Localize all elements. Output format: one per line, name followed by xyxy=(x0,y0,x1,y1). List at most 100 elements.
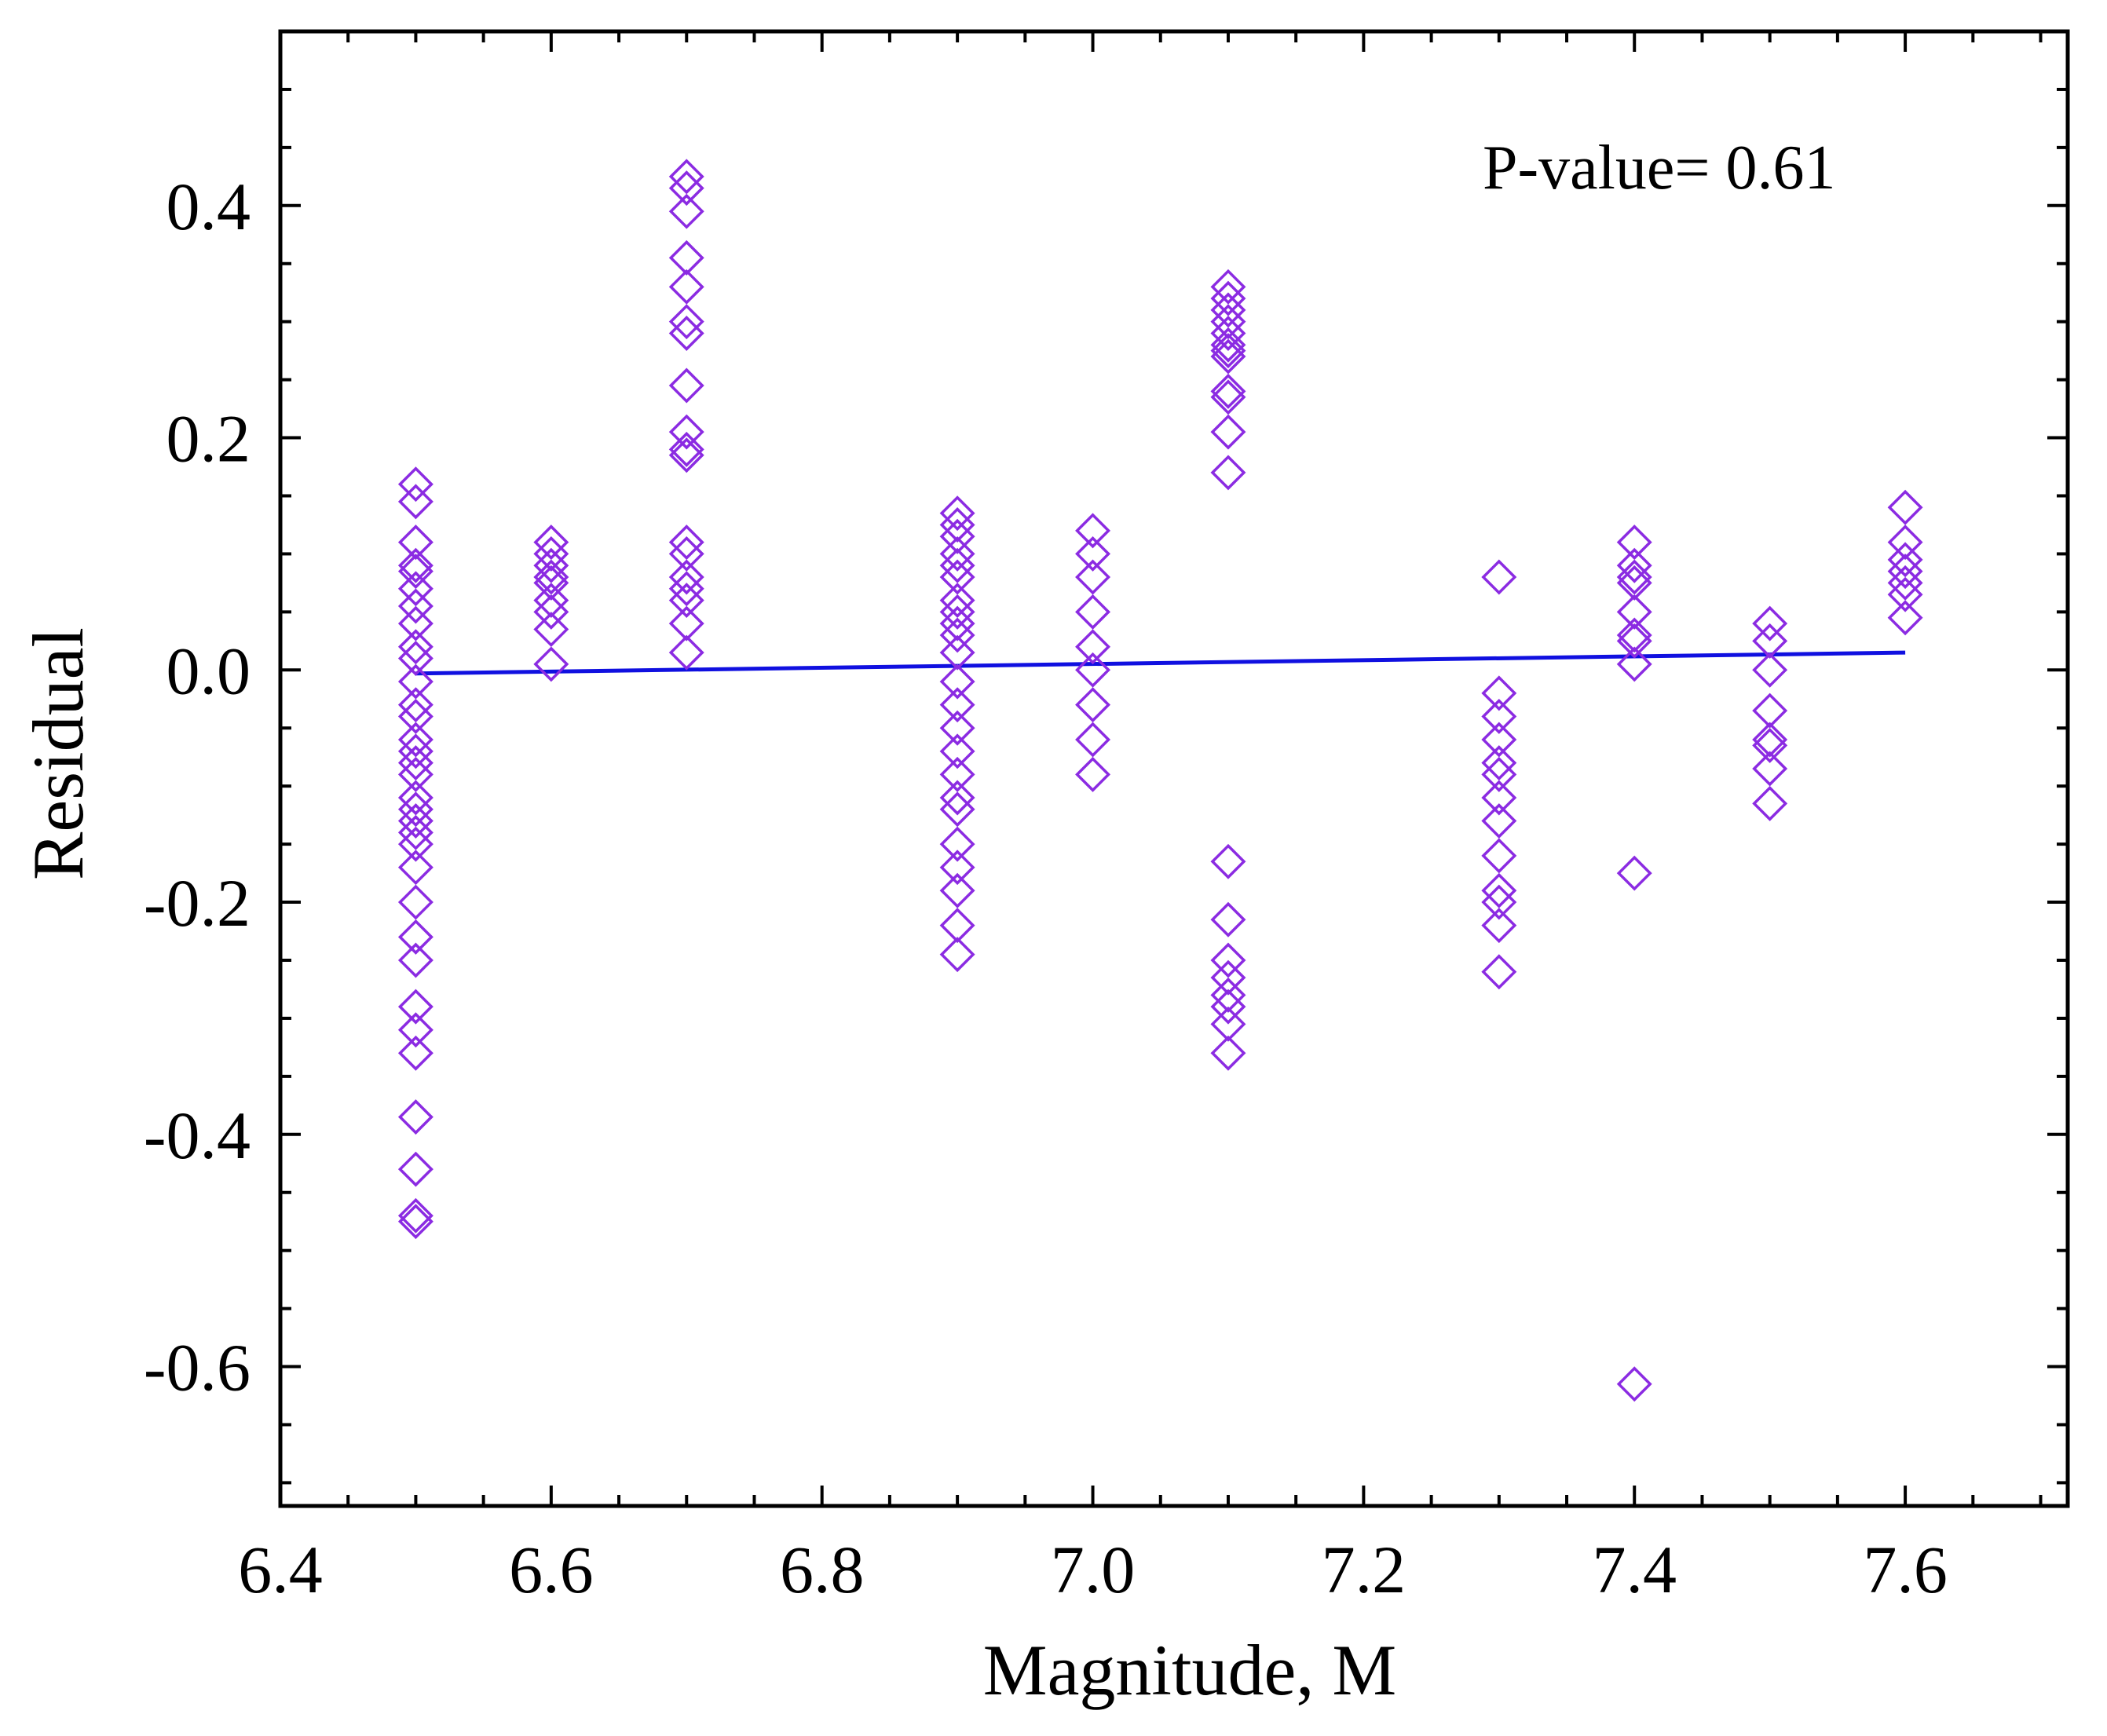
data-point xyxy=(533,612,569,648)
data-point xyxy=(668,524,704,561)
data-point xyxy=(1210,338,1246,375)
data-point xyxy=(1210,959,1246,996)
data-point xyxy=(1481,559,1517,595)
y-tick-label: -0.4 xyxy=(144,1098,251,1173)
points-group xyxy=(397,159,1923,1402)
data-point xyxy=(1210,327,1246,363)
data-point xyxy=(397,629,433,665)
data-point xyxy=(1616,565,1652,601)
y-tick-label: 0.2 xyxy=(166,401,251,477)
data-point xyxy=(397,780,433,816)
data-point xyxy=(533,524,569,561)
data-point xyxy=(397,989,433,1025)
data-point xyxy=(1616,646,1652,682)
data-point xyxy=(1752,693,1788,729)
data-point xyxy=(397,588,433,624)
y-tick-label: -0.2 xyxy=(144,865,251,941)
data-point xyxy=(397,524,433,561)
data-point xyxy=(1481,908,1517,944)
p-value-annotation: P-value= 0.61 xyxy=(1483,133,1836,203)
data-point xyxy=(1481,803,1517,839)
data-point xyxy=(397,663,433,700)
data-point xyxy=(1075,687,1111,723)
data-point xyxy=(397,803,433,839)
data-point xyxy=(1210,942,1246,978)
data-point xyxy=(397,745,433,781)
data-point xyxy=(1481,698,1517,734)
data-point xyxy=(939,872,975,908)
axes-group xyxy=(278,29,2070,1508)
data-point xyxy=(1887,542,1923,578)
data-point xyxy=(668,414,704,450)
data-point xyxy=(939,506,975,543)
x-tick-label: 7.4 xyxy=(1592,1532,1677,1607)
data-point xyxy=(533,535,569,572)
data-point xyxy=(1210,414,1246,450)
x-tick-label: 6.6 xyxy=(509,1532,594,1607)
data-point xyxy=(397,850,433,886)
plot-frame xyxy=(278,29,2070,1508)
x-tick-label: 7.6 xyxy=(1863,1532,1948,1607)
data-point xyxy=(1210,379,1246,415)
data-point xyxy=(397,484,433,520)
y-axis-title: Residual xyxy=(18,627,98,880)
data-point xyxy=(397,1035,433,1071)
data-point xyxy=(1752,652,1788,688)
data-point xyxy=(1887,600,1923,636)
data-point xyxy=(1075,559,1111,595)
data-point xyxy=(1481,780,1517,816)
fit-line-group xyxy=(415,650,1906,676)
data-point xyxy=(1616,524,1652,561)
data-point xyxy=(1075,629,1111,665)
data-point xyxy=(939,605,975,641)
data-point xyxy=(1752,785,1788,821)
data-point xyxy=(533,547,569,583)
x-tick-label: 7.0 xyxy=(1051,1532,1136,1607)
data-point xyxy=(1210,315,1246,351)
data-point xyxy=(939,634,975,671)
data-point xyxy=(1210,269,1246,305)
data-point xyxy=(397,1151,433,1187)
data-point xyxy=(1752,623,1788,659)
data-point xyxy=(1210,843,1246,879)
x-tick-label: 6.4 xyxy=(238,1532,323,1607)
data-point xyxy=(397,756,433,792)
data-point xyxy=(1210,304,1246,340)
data-point xyxy=(668,239,704,276)
data-point xyxy=(1075,513,1111,549)
data-point xyxy=(668,193,704,229)
data-point xyxy=(939,780,975,816)
data-point xyxy=(939,594,975,630)
data-point xyxy=(533,583,569,619)
data-point xyxy=(1210,292,1246,328)
data-point xyxy=(939,518,975,554)
data-point xyxy=(939,826,975,862)
data-point xyxy=(1887,524,1923,561)
data-point xyxy=(939,908,975,944)
data-point xyxy=(668,269,704,305)
data-point xyxy=(939,687,975,723)
data-point xyxy=(668,583,704,619)
data-point xyxy=(939,617,975,653)
text-group: Magnitude, M Residual P-value= 0.61 xyxy=(18,133,1836,1710)
data-point xyxy=(1752,727,1788,763)
data-point xyxy=(397,466,433,503)
data-point xyxy=(1210,1035,1246,1071)
data-point xyxy=(1210,280,1246,316)
data-point xyxy=(1210,977,1246,1013)
data-point xyxy=(1616,547,1652,583)
data-point xyxy=(1887,489,1923,525)
data-point xyxy=(1752,605,1788,641)
data-point xyxy=(668,437,704,473)
data-point xyxy=(668,634,704,671)
data-point xyxy=(397,1099,433,1135)
data-point xyxy=(397,1012,433,1048)
y-tick-label: -0.6 xyxy=(144,1330,251,1405)
data-point xyxy=(1616,559,1652,595)
data-point xyxy=(939,733,975,769)
data-point xyxy=(939,937,975,973)
data-point xyxy=(668,159,704,195)
data-point xyxy=(668,170,704,206)
data-point xyxy=(397,698,433,734)
